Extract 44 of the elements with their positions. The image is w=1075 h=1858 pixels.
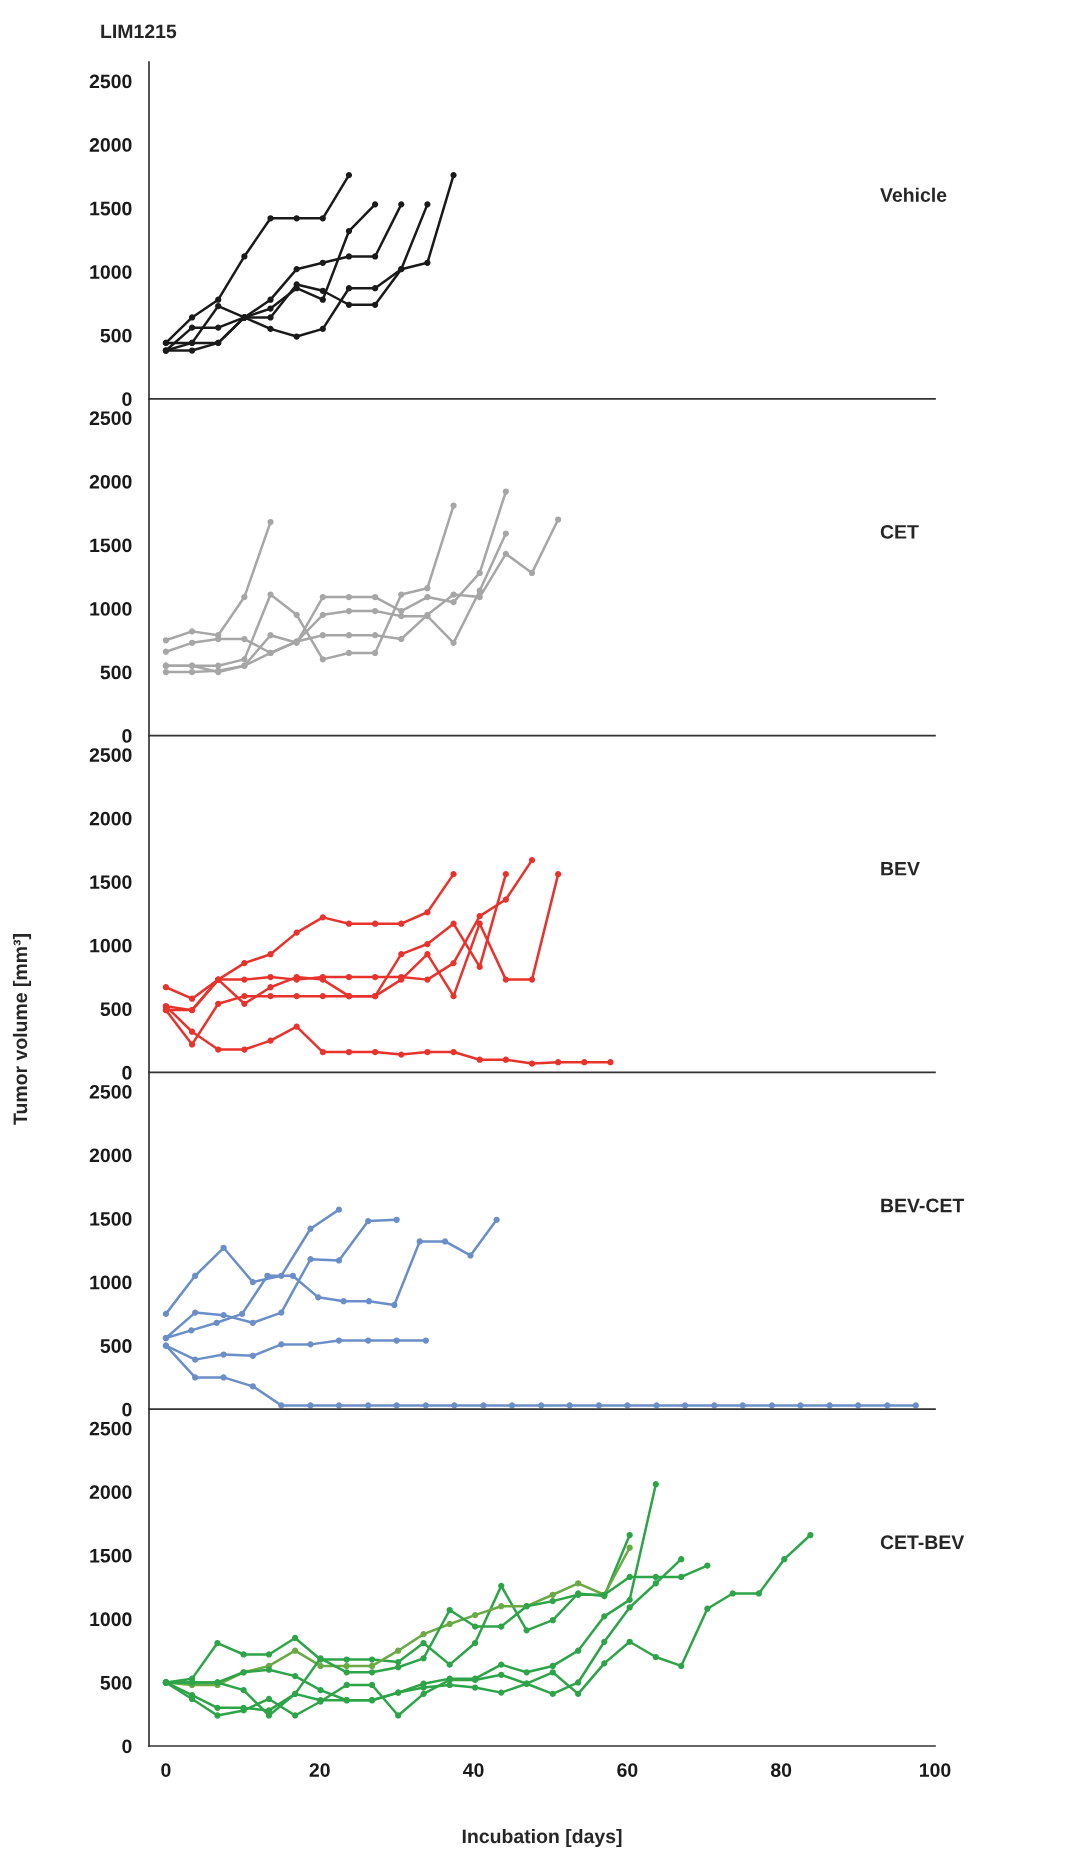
x-tick-label: 40 [463, 1763, 484, 1777]
y-tick-label: 500 [100, 328, 132, 343]
y-tick-label: 500 [100, 1339, 132, 1353]
y-tick-label: 1000 [90, 1612, 132, 1627]
y-tick-label: 0 [122, 729, 132, 743]
text: BEV-CET [881, 1198, 965, 1213]
text: Vehicle [880, 187, 947, 202]
y-tick-label: 2500 [89, 1084, 132, 1099]
y-tick-label: 1500 [90, 1212, 132, 1226]
y-tick-label: 2000 [89, 811, 132, 826]
y-tick-label: 1000 [90, 938, 132, 953]
y-tick-label: 500 [100, 1675, 132, 1690]
x-axis-title: Incubation [days] [462, 1828, 622, 1848]
y-tick-label: 2000 [89, 474, 132, 489]
y-tick-label: 2000 [89, 1148, 132, 1163]
y-tick-label: 1500 [90, 1548, 132, 1563]
x-tick-label: 20 [309, 1763, 330, 1777]
x-tick-label: 100 [920, 1763, 951, 1777]
y-tick-label: 2500 [89, 748, 132, 762]
text: CET-BEV [880, 1535, 965, 1550]
text: CET [880, 524, 919, 539]
y-tick-label: 1000 [90, 601, 132, 616]
y-tick-label: 1500 [90, 538, 132, 553]
y-tick-label: 2500 [89, 1421, 132, 1436]
y-tick-label: 0 [122, 1739, 132, 1754]
y-axis-title: Tumor volume [mm³] [12, 934, 32, 1125]
y-tick-label: 2500 [89, 74, 132, 89]
y-tick-label: 1000 [90, 1275, 132, 1290]
y-tick-label: 500 [100, 665, 132, 680]
y-tick-label: 2000 [89, 138, 132, 152]
y-tick-label: 0 [122, 1065, 132, 1080]
x-tick-label: 60 [617, 1763, 638, 1777]
x-tick-label: 0 [161, 1763, 171, 1777]
x-tick-label: 80 [770, 1763, 792, 1777]
text: LIM1215 [101, 24, 177, 39]
y-tick-label: 1500 [90, 201, 132, 216]
y-tick-label: 1500 [90, 875, 132, 889]
y-tick-label: 2000 [89, 1485, 132, 1500]
y-tick-label: 2500 [89, 411, 132, 426]
y-tick-label: 500 [100, 1002, 132, 1017]
y-tick-label: 0 [122, 1402, 132, 1417]
text: BEV [881, 861, 920, 876]
y-tick-label: 0 [122, 392, 132, 407]
y-tick-label: 1000 [90, 265, 132, 279]
